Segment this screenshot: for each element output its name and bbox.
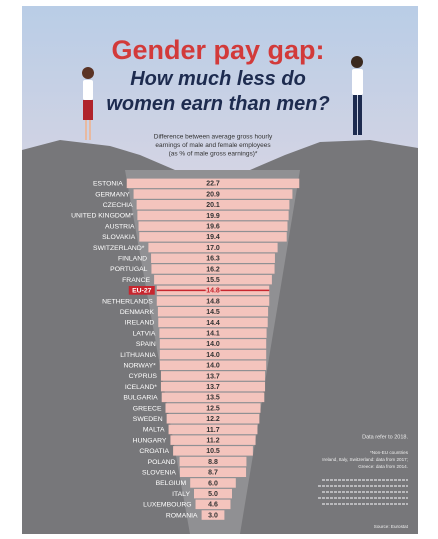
value-label: 14.0 <box>206 363 220 370</box>
value-label: 13.7 <box>206 384 220 391</box>
category-label: BELGIUM <box>156 480 187 487</box>
value-label: 14.8 <box>206 288 220 295</box>
value-label: 13.7 <box>206 373 220 380</box>
category-label: SPAIN <box>136 341 156 348</box>
note: Greece: data from 2014. <box>358 464 408 469</box>
value-label: 8.7 <box>208 470 218 477</box>
value-label: 16.2 <box>206 266 220 273</box>
value-label: 14.0 <box>206 352 220 359</box>
value-label: 19.9 <box>206 213 220 220</box>
category-label: AUSTRIA <box>105 223 135 230</box>
category-label: NORWAY* <box>123 363 156 370</box>
value-label: 14.4 <box>206 320 220 327</box>
value-label: 11.2 <box>206 437 219 444</box>
category-label: NETHERLANDS <box>102 298 153 305</box>
value-label: 15.5 <box>206 277 220 284</box>
category-label: ESTONIA <box>93 181 123 188</box>
value-label: 19.4 <box>206 234 220 241</box>
value-label: 6.0 <box>208 480 218 487</box>
category-label: POLAND <box>148 459 176 466</box>
category-label: BULGARIA <box>123 395 158 402</box>
description-group: Difference between average gross hourlye… <box>154 134 273 158</box>
note: *Non-EU countries <box>370 450 409 455</box>
category-label: CZECHIA <box>103 202 133 209</box>
note: Data refer to 2018. <box>362 434 408 440</box>
category-label: FRANCE <box>122 277 150 284</box>
value-label: 8.8 <box>208 459 218 466</box>
category-label: SLOVAKIA <box>102 234 136 241</box>
value-label: 13.5 <box>206 395 220 402</box>
category-label: UNITED KINGDOM* <box>71 213 134 220</box>
value-label: 3.0 <box>208 512 218 519</box>
category-label: PORTUGAL <box>110 266 147 273</box>
category-label: ITALY <box>172 491 190 498</box>
category-label: GERMANY <box>95 191 130 198</box>
value-label: 14.8 <box>206 298 220 305</box>
title: Gender pay gap: <box>111 35 324 65</box>
category-label: SLOVENIA <box>142 470 176 477</box>
category-label: FINLAND <box>118 256 147 263</box>
description-line: (as % of male gross earnings)* <box>169 151 258 158</box>
note: Source: Eurostat <box>374 524 409 529</box>
description-line: earnings of male and female employees <box>155 142 271 149</box>
value-label: 12.2 <box>206 416 220 423</box>
category-label: CROATIA <box>139 448 169 455</box>
value-label: 5.0 <box>208 491 218 498</box>
category-label: DENMARK <box>120 309 154 316</box>
value-label: 20.1 <box>206 202 220 209</box>
description-line: Difference between average gross hourly <box>154 134 273 141</box>
value-label: 20.9 <box>206 191 220 198</box>
category-label: SWEDEN <box>133 416 163 423</box>
category-label: CYPRUS <box>129 373 158 380</box>
value-label: 4.6 <box>208 502 218 509</box>
note: Ireland, Italy, Switzerland: data from 2… <box>322 457 408 462</box>
value-label: 14.0 <box>206 341 220 348</box>
category-label: SWITZERLAND* <box>93 245 145 252</box>
category-label: EU-27 <box>132 288 151 295</box>
value-label: 17.0 <box>206 245 220 252</box>
category-label: ROMANIA <box>166 512 198 519</box>
category-label: LUXEMBOURG <box>143 502 191 509</box>
value-label: 22.7 <box>206 181 220 188</box>
value-label: 11.7 <box>206 427 219 434</box>
value-label: 14.5 <box>206 309 220 316</box>
value-label: 16.3 <box>206 256 220 263</box>
value-label: 19.6 <box>206 223 220 230</box>
value-label: 10.5 <box>206 448 220 455</box>
category-label: HUNGARY <box>133 437 167 444</box>
chart: Gender pay gap: How much less dowomen ea… <box>0 0 438 539</box>
category-label: LITHUANIA <box>120 352 156 359</box>
category-label: ICELAND* <box>125 384 157 391</box>
category-label: MALTA <box>143 427 165 434</box>
category-label: GREECE <box>133 405 162 412</box>
value-label: 12.5 <box>206 405 220 412</box>
category-label: IRELAND <box>125 320 155 327</box>
category-label: LATVIA <box>132 330 155 337</box>
value-label: 14.1 <box>206 330 220 337</box>
